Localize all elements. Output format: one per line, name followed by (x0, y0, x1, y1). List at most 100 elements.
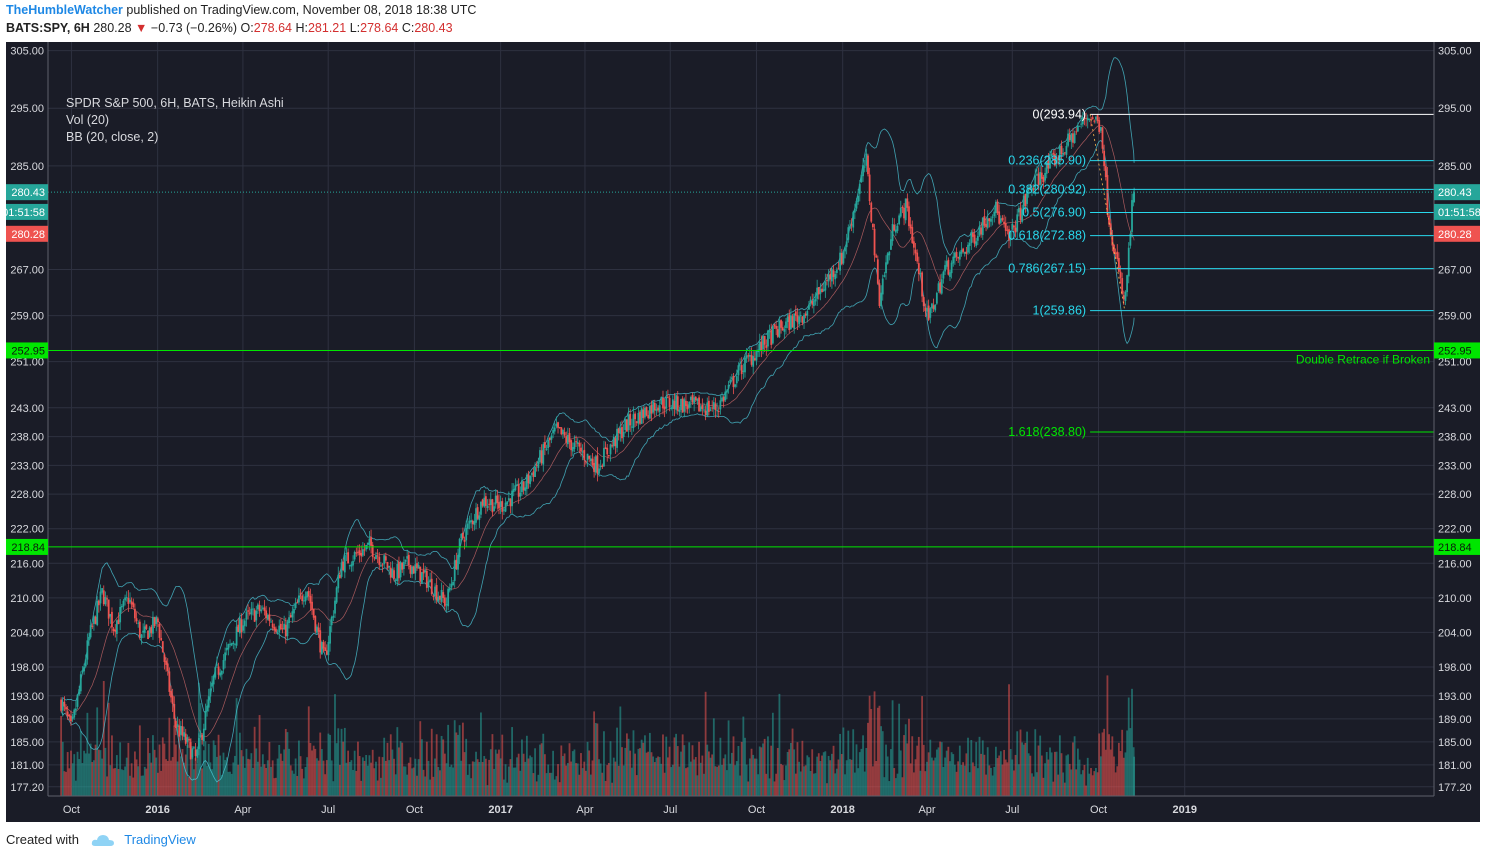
candle-body (594, 456, 597, 473)
y-tick-left: 181.00 (10, 760, 44, 772)
candle-body (481, 499, 484, 506)
volume-bar (722, 758, 725, 796)
candle-body (503, 509, 505, 511)
candle-body (606, 447, 609, 455)
volume-bar (1024, 742, 1027, 796)
volume-bar (230, 773, 233, 796)
candle-body (968, 242, 971, 246)
candle-body (301, 595, 304, 602)
fib-label-0.382: 0.382(280.92) (1008, 182, 1086, 196)
candle-body (322, 642, 325, 649)
candle-body (1024, 193, 1027, 206)
volume-bar (806, 755, 809, 796)
volume-bar (243, 767, 246, 796)
candle-body (1114, 252, 1117, 254)
volume-bar (61, 741, 64, 796)
volume-bar (173, 725, 176, 796)
candle-body (179, 725, 182, 735)
candle-body (81, 670, 84, 673)
close-value: 280.43 (414, 21, 453, 35)
candle-body (214, 667, 217, 678)
volume-bar (726, 770, 728, 796)
candle-body (978, 226, 981, 236)
volume-bar (794, 773, 797, 796)
candle-body (388, 565, 391, 568)
volume-bar (319, 732, 322, 796)
candle-body (325, 650, 328, 655)
price-chart[interactable]: Double Retrace if Broken 0(293.94) 0.236(2… (6, 42, 1480, 822)
candle-body (243, 620, 246, 627)
candle-body (122, 600, 125, 607)
volume-bar (904, 724, 907, 796)
candle-body (1011, 223, 1014, 230)
candle-body (402, 561, 405, 569)
volume-bar (1004, 759, 1007, 796)
volume-bar (894, 778, 897, 796)
candle-body (1088, 118, 1091, 120)
candle-body (750, 355, 753, 365)
volume-bar (548, 772, 551, 796)
candle-body (739, 363, 741, 365)
candle-body (724, 391, 727, 401)
candle-body (134, 608, 136, 619)
fib-trend-line (1089, 114, 1126, 311)
high-label: H: (295, 21, 308, 35)
candle-body (194, 749, 197, 757)
volume-bar (1106, 675, 1109, 796)
y-tick-left: 259.00 (10, 311, 44, 323)
volume-bar (283, 749, 286, 796)
candle-body (370, 537, 372, 546)
volume-bar (503, 779, 505, 796)
candle-body (484, 496, 487, 506)
volume-bar (876, 707, 879, 796)
volume-bar (217, 734, 220, 796)
volume-bar (1022, 744, 1025, 796)
candle-body (1085, 117, 1087, 119)
axis-badge-label: 252.95 (1438, 345, 1472, 357)
volume-bar (488, 759, 491, 796)
candle-body (1016, 214, 1019, 232)
candle-body (494, 495, 497, 505)
tradingview-brand[interactable]: TradingView (124, 832, 196, 847)
candle-body (650, 404, 653, 414)
candle-body (506, 501, 509, 505)
candle-body (721, 397, 723, 402)
candle-body (747, 355, 750, 357)
candle-body (663, 406, 666, 410)
y-tick-right: 295.00 (1438, 103, 1472, 115)
candle-body (901, 207, 904, 209)
volume-bar (302, 778, 305, 796)
candle-body (70, 715, 72, 722)
candle-body (1014, 227, 1017, 233)
volume-bar (899, 750, 902, 796)
candle-body (1022, 195, 1025, 210)
volume-bar (647, 751, 650, 796)
volume-bar (183, 762, 186, 796)
volume-bar (76, 751, 79, 796)
volume-bar (1099, 756, 1102, 796)
volume-bar (1060, 753, 1063, 796)
y-tick-left: 305.00 (10, 46, 44, 58)
volume-bar (753, 758, 756, 796)
author-link[interactable]: TheHumbleWatcher (6, 3, 123, 17)
volume-bar (845, 760, 848, 796)
volume-bar (849, 759, 851, 796)
candle-body (809, 299, 812, 304)
volume-bar (909, 763, 912, 796)
volume-bar (1062, 772, 1065, 796)
chart-frame[interactable]: Double Retrace if Broken 0(293.94) 0.236(2… (6, 42, 1480, 822)
axis-badge-label: 280.43 (1438, 187, 1472, 199)
candle-body (770, 329, 773, 345)
volume-bar (245, 748, 248, 796)
volume-bar (1054, 751, 1056, 796)
volume-bar (1101, 732, 1104, 796)
candle-body (242, 625, 245, 631)
candle-body (921, 272, 923, 297)
volume-bar (327, 733, 330, 796)
volume-bar (1124, 752, 1127, 796)
candle-body (453, 560, 456, 581)
volume-bar (562, 756, 564, 796)
candle-body (973, 234, 976, 244)
candle-body (801, 316, 804, 323)
volume-bar (345, 762, 348, 796)
